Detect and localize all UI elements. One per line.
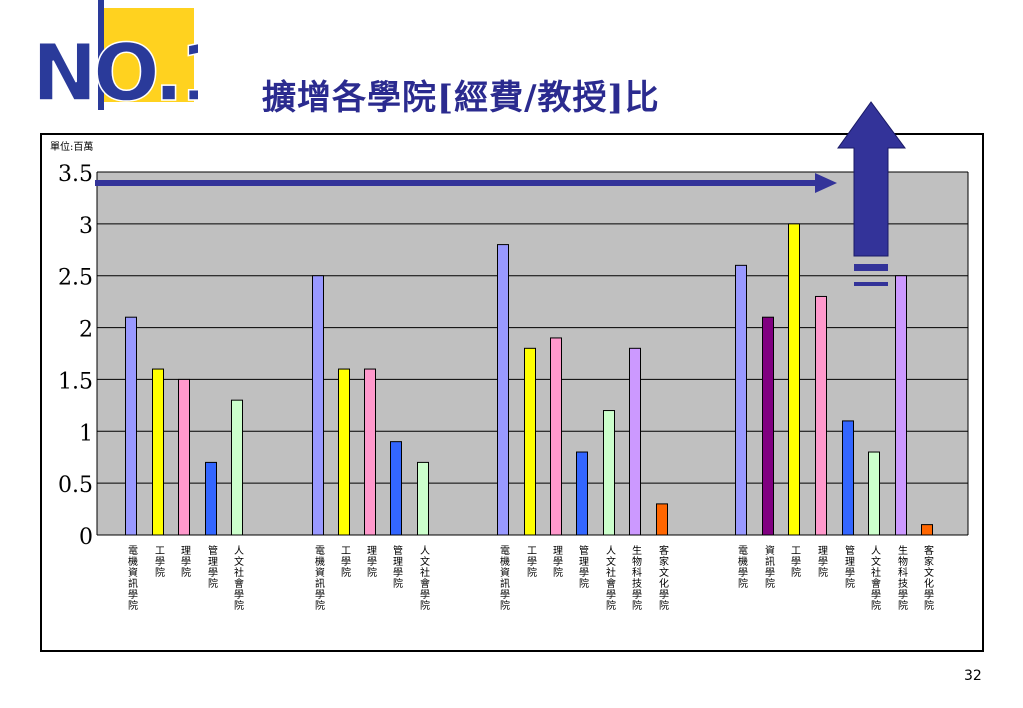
up-arrow-stripe (854, 264, 888, 271)
x-category-label: 管理學院 (843, 544, 855, 589)
bar (603, 410, 615, 536)
bar (762, 316, 774, 536)
bar (788, 223, 800, 536)
bar (312, 275, 324, 536)
logo-yellow-block (104, 8, 194, 102)
x-category-label: 管理學院 (206, 544, 218, 589)
y-tick-label: 3 (79, 214, 93, 239)
bar (921, 524, 933, 536)
x-category-label: 客家文化學院 (922, 544, 934, 611)
x-category-label: 理學院 (816, 545, 828, 578)
logo-divider (98, 0, 104, 110)
y-tick-label: 0.5 (58, 473, 93, 498)
x-category-label: 人文社會學院 (232, 545, 244, 611)
x-category-label: 工學院 (789, 545, 801, 578)
bar (231, 399, 243, 536)
x-category-label: 工學院 (153, 545, 165, 578)
x-category-label: 理學院 (551, 545, 563, 578)
bar (497, 244, 509, 536)
x-category-label: 電機資訊學院 (498, 545, 510, 611)
bar (656, 503, 668, 536)
bar (629, 347, 641, 536)
bar (178, 378, 190, 536)
bar (576, 451, 588, 536)
bar (842, 420, 854, 536)
logo-no1: NO.1 (31, 0, 198, 110)
horizontal-arrow-shaft (95, 180, 817, 186)
x-category-label: 理學院 (179, 545, 191, 578)
x-category-label: 人文社會學院 (869, 545, 881, 611)
bar (152, 368, 164, 536)
x-category-label: 工學院 (525, 545, 537, 578)
up-arrow-stripe (854, 282, 888, 286)
slide-title: 擴增各學院[經費/教授]比 (262, 78, 660, 118)
bar (205, 461, 217, 536)
y-tick-label: 1 (79, 421, 93, 446)
x-category-label: 人文社會學院 (418, 545, 430, 611)
bar (390, 441, 402, 536)
y-tick-label: 2.5 (58, 266, 93, 291)
logo-text: NO.1 (32, 29, 198, 110)
x-category-label: 工學院 (339, 545, 351, 578)
bar (364, 368, 376, 536)
x-category-label: 人文社會學院 (604, 545, 616, 611)
x-category-label: 資訊學院 (763, 545, 775, 589)
bar (417, 461, 429, 536)
bar (868, 451, 880, 536)
x-category-label: 管理學院 (577, 544, 589, 589)
x-category-label: 電機資訊學院 (313, 545, 325, 611)
y-tick-label: 2 (79, 318, 93, 343)
y-tick-label: 0 (79, 525, 93, 550)
x-category-label: 客家文化學院 (657, 544, 669, 611)
x-category-label: 生物科技學院 (896, 544, 908, 611)
x-category-label: 電機資訊學院 (126, 545, 138, 611)
bar (735, 264, 747, 536)
bar (895, 275, 907, 536)
x-category-label: 電機學院 (736, 545, 748, 589)
x-category-label: 理學院 (365, 545, 377, 578)
bar (524, 347, 536, 536)
y-tick-label: 1.5 (58, 369, 93, 394)
y-tick-label: 3.5 (58, 162, 93, 187)
bar (125, 316, 137, 536)
horizontal-arrow-head (815, 173, 837, 193)
x-category-label: 管理學院 (391, 544, 403, 589)
unit-label: 單位:百萬 (50, 142, 94, 153)
bar (550, 337, 562, 536)
bar (815, 295, 827, 536)
up-arrow (837, 101, 906, 257)
page-number: 32 (964, 668, 982, 684)
bar (338, 368, 350, 536)
x-category-label: 生物科技學院 (630, 544, 642, 611)
